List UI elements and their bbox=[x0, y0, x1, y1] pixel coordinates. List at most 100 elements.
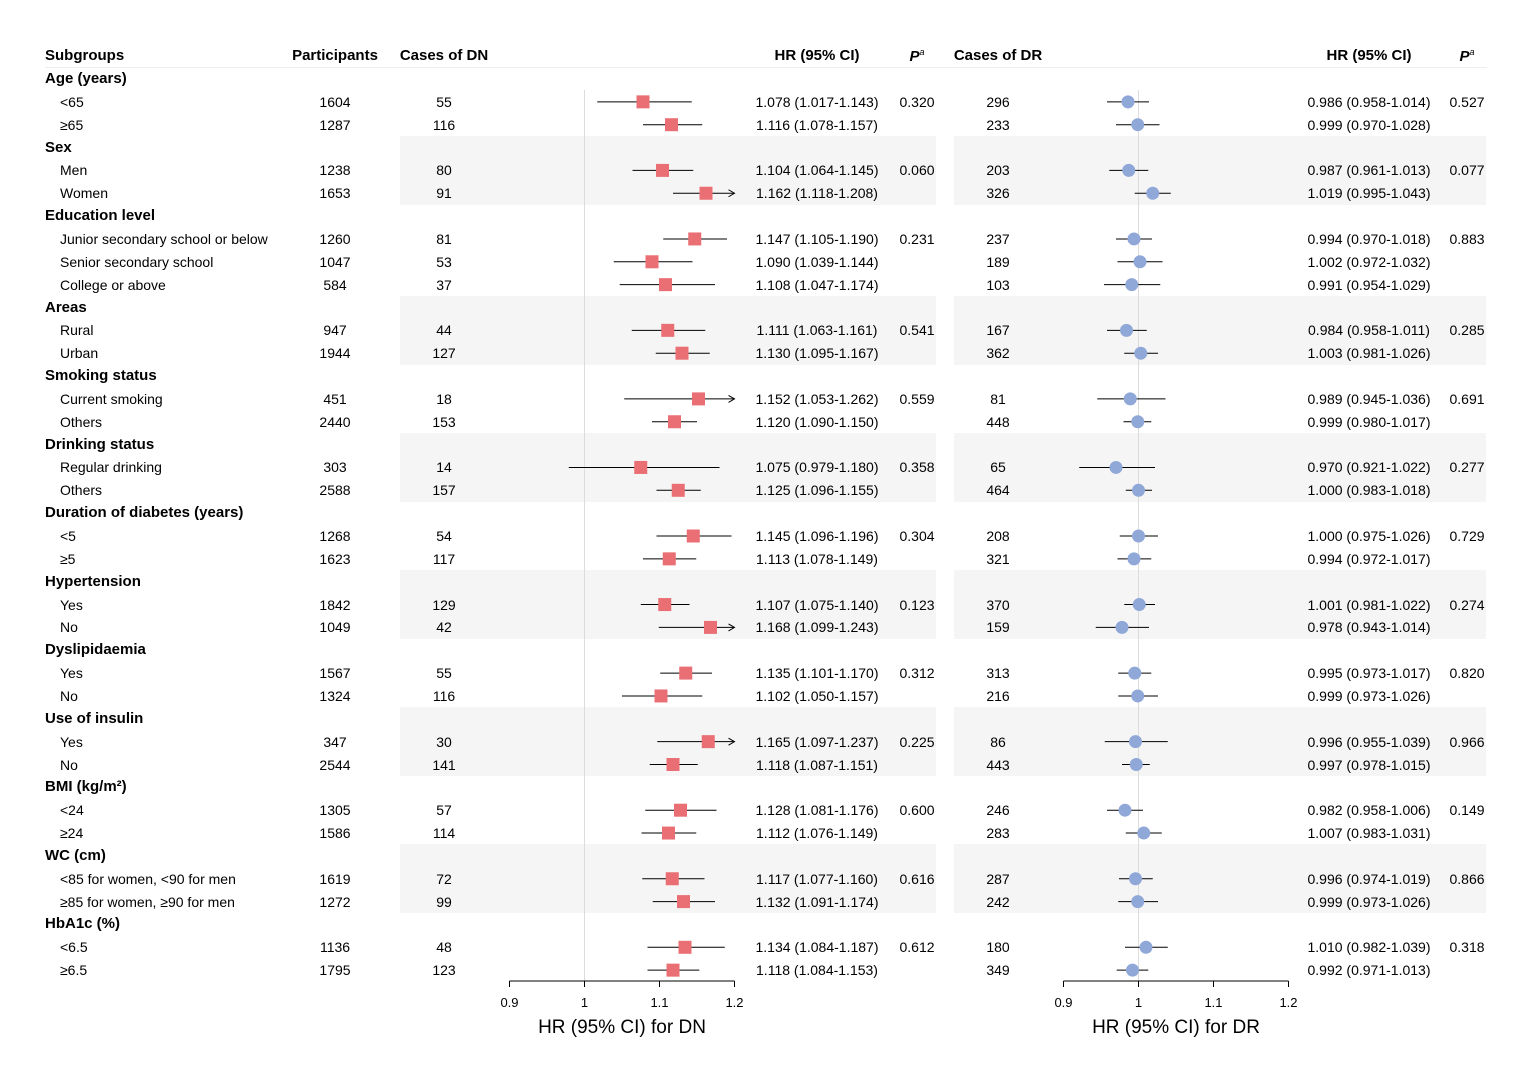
dr-point-marker bbox=[1127, 232, 1141, 246]
dr-cases-value: 448 bbox=[986, 413, 1010, 430]
dr-hr-value: 0.994 (0.970-1.018) bbox=[1307, 230, 1431, 247]
dr-hr-value: 0.999 (0.973-1.026) bbox=[1307, 893, 1431, 910]
dn-p-value: 0.612 bbox=[899, 939, 935, 956]
dn-hr-value: 1.118 (1.087-1.151) bbox=[756, 756, 878, 773]
subgroup-label: Current smoking bbox=[60, 390, 163, 407]
participants-value: 1305 bbox=[319, 802, 351, 819]
group-label: Education level bbox=[45, 207, 156, 225]
dn-point-marker bbox=[678, 940, 692, 954]
subgroup-label: <24 bbox=[60, 802, 84, 819]
dr-hr-value: 0.978 (0.943-1.014) bbox=[1307, 619, 1431, 636]
dn-cases-value: 117 bbox=[432, 550, 456, 567]
dn-hr-value: 1.104 (1.064-1.145) bbox=[755, 162, 879, 179]
dr-hr-value: 1.000 (0.983-1.018) bbox=[1307, 482, 1431, 499]
dn-cases-value: 55 bbox=[436, 93, 452, 110]
dn-point-marker bbox=[636, 95, 650, 109]
dr-point-marker bbox=[1134, 346, 1148, 360]
dn-p-value: 0.358 bbox=[899, 459, 935, 476]
participants-value: 1238 bbox=[319, 162, 351, 179]
subgroup-label: Yes bbox=[60, 596, 83, 613]
header-participants: Participants bbox=[292, 47, 378, 64]
dn-hr-value: 1.132 (1.091-1.174) bbox=[755, 893, 879, 910]
participants-value: 1842 bbox=[319, 596, 351, 613]
dr-hr-value: 1.019 (0.995-1.043) bbox=[1307, 185, 1431, 202]
participants-value: 1136 bbox=[319, 939, 351, 956]
dn-cases-value: 18 bbox=[436, 390, 452, 407]
participants-value: 1586 bbox=[319, 825, 351, 842]
dr-p-value: 0.527 bbox=[1449, 93, 1485, 110]
dr-cases-value: 103 bbox=[986, 276, 1010, 293]
dr-cases-value: 246 bbox=[986, 802, 1010, 819]
participants-value: 1944 bbox=[319, 345, 351, 362]
dr-point-marker bbox=[1131, 118, 1145, 132]
header-cases-dn: Cases of DN bbox=[399, 47, 489, 64]
dn-cases-value: 116 bbox=[432, 687, 456, 704]
dn-hr-value: 1.090 (1.039-1.144) bbox=[755, 253, 879, 270]
participants-value: 1272 bbox=[319, 893, 351, 910]
subgroup-label: Others bbox=[60, 413, 103, 430]
group-band-dr bbox=[954, 136, 1486, 205]
dr-cases-value: 180 bbox=[986, 939, 1010, 956]
dn-hr-value: 1.111 (1.063-1.161) bbox=[756, 322, 878, 339]
subgroup-label: ≥85 for women, ≥90 for men bbox=[60, 893, 235, 910]
dn-cases-value: 127 bbox=[432, 345, 456, 362]
dr-point-marker bbox=[1139, 940, 1153, 954]
participants-value: 1619 bbox=[319, 870, 351, 887]
dr-x-tick-label: 1.2 bbox=[1279, 995, 1297, 1010]
group-band-dr bbox=[954, 296, 1486, 365]
dr-point-marker bbox=[1123, 392, 1137, 406]
dr-point-marker bbox=[1137, 826, 1151, 840]
dr-hr-value: 0.999 (0.980-1.017) bbox=[1307, 413, 1431, 430]
dn-hr-value: 1.112 (1.076-1.149) bbox=[756, 825, 878, 842]
dr-point-marker bbox=[1120, 323, 1133, 337]
dn-p-value: 0.231 bbox=[899, 230, 935, 247]
dn-point-marker bbox=[666, 758, 680, 771]
participants-value: 1653 bbox=[319, 185, 351, 202]
dn-cases-value: 42 bbox=[436, 619, 452, 636]
participants-value: 584 bbox=[323, 276, 347, 293]
dn-point-marker bbox=[701, 735, 715, 749]
subgroup-label: Women bbox=[60, 185, 108, 202]
dr-point-marker bbox=[1122, 163, 1136, 177]
dn-hr-value: 1.108 (1.047-1.174) bbox=[755, 276, 879, 293]
dn-hr-value: 1.168 (1.099-1.243) bbox=[755, 619, 879, 636]
dn-point-marker bbox=[668, 415, 681, 429]
dn-cases-value: 123 bbox=[432, 962, 456, 979]
dr-point-marker bbox=[1132, 598, 1146, 612]
dr-cases-value: 370 bbox=[986, 596, 1010, 613]
dn-hr-value: 1.113 (1.078-1.149) bbox=[756, 550, 878, 567]
dr-x-axis-title: HR (95% CI) for DR bbox=[1092, 1017, 1260, 1038]
group-band-dr bbox=[954, 570, 1486, 639]
dr-hr-value: 1.001 (0.981-1.022) bbox=[1307, 596, 1431, 613]
dn-point-marker bbox=[662, 826, 675, 840]
subgroup-label: <6.5 bbox=[60, 939, 88, 956]
subgroup-label: <65 bbox=[60, 93, 84, 110]
subgroup-label: ≥5 bbox=[60, 550, 76, 567]
dr-p-value: 0.866 bbox=[1449, 870, 1485, 887]
dr-point-marker bbox=[1115, 620, 1129, 634]
dn-cases-value: 80 bbox=[436, 162, 452, 179]
subgroup-label: Urban bbox=[60, 345, 99, 362]
group-label: BMI (kg/m²) bbox=[45, 778, 127, 796]
dn-hr-value: 1.117 (1.077-1.160) bbox=[756, 870, 878, 887]
dr-hr-value: 0.986 (0.958-1.014) bbox=[1307, 93, 1431, 110]
subgroup-label: <85 for women, <90 for men bbox=[60, 870, 236, 887]
dr-hr-value: 1.007 (0.983-1.031) bbox=[1307, 825, 1431, 842]
dn-point-marker bbox=[692, 392, 705, 406]
header-p-dn: Pa bbox=[909, 47, 924, 65]
subgroup-label: Men bbox=[60, 162, 88, 179]
dn-p-value: 0.304 bbox=[899, 528, 935, 544]
dr-hr-value: 0.982 (0.958-1.006) bbox=[1307, 802, 1431, 819]
dn-point-marker bbox=[699, 186, 713, 200]
dn-hr-value: 1.075 (0.979-1.180) bbox=[755, 459, 879, 476]
subgroup-label: Rural bbox=[60, 322, 94, 339]
dn-hr-value: 1.162 (1.118-1.208) bbox=[756, 185, 878, 202]
group-label: Dyslipidaemia bbox=[45, 641, 146, 659]
dr-point-marker bbox=[1109, 460, 1123, 474]
dr-hr-value: 0.996 (0.974-1.019) bbox=[1307, 870, 1431, 887]
dn-point-marker bbox=[674, 803, 687, 817]
dr-point-marker bbox=[1126, 963, 1139, 977]
dr-hr-value: 1.003 (0.981-1.026) bbox=[1307, 345, 1431, 362]
dr-hr-value: 0.997 (0.978-1.015) bbox=[1307, 756, 1431, 773]
group-label: Smoking status bbox=[45, 367, 157, 385]
